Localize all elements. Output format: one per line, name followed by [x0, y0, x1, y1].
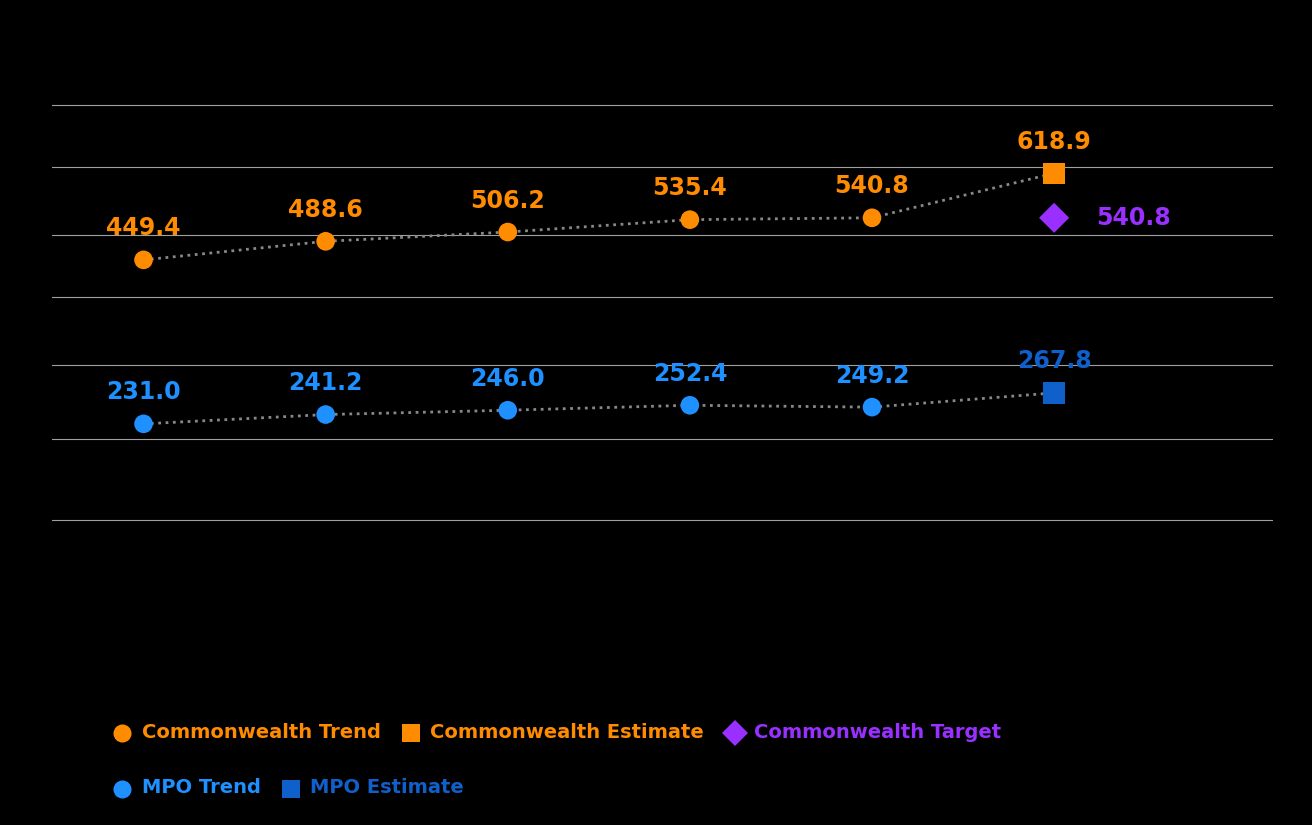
Point [1043, 386, 1064, 399]
Point [1043, 211, 1064, 224]
Text: 246.0: 246.0 [471, 367, 544, 391]
Text: 449.4: 449.4 [106, 216, 181, 240]
Point [315, 408, 336, 421]
Text: 249.2: 249.2 [834, 364, 909, 388]
Point [497, 225, 518, 238]
Text: 618.9: 618.9 [1017, 130, 1092, 153]
Text: 488.6: 488.6 [289, 198, 363, 222]
Point [680, 398, 701, 412]
Text: 506.2: 506.2 [471, 189, 546, 213]
Point [133, 417, 154, 431]
Text: 540.8: 540.8 [834, 174, 909, 198]
Point [862, 211, 883, 224]
Point [133, 253, 154, 266]
Legend: MPO Trend, MPO Estimate: MPO Trend, MPO Estimate [108, 779, 464, 798]
Text: 231.0: 231.0 [106, 380, 181, 404]
Point [315, 234, 336, 248]
Text: 267.8: 267.8 [1017, 350, 1092, 374]
Text: 241.2: 241.2 [289, 371, 363, 395]
Text: 535.4: 535.4 [652, 177, 727, 200]
Point [1043, 167, 1064, 180]
Point [680, 213, 701, 226]
Point [497, 403, 518, 417]
Text: 540.8: 540.8 [1096, 205, 1170, 230]
Point [862, 401, 883, 414]
Text: 252.4: 252.4 [652, 362, 727, 386]
